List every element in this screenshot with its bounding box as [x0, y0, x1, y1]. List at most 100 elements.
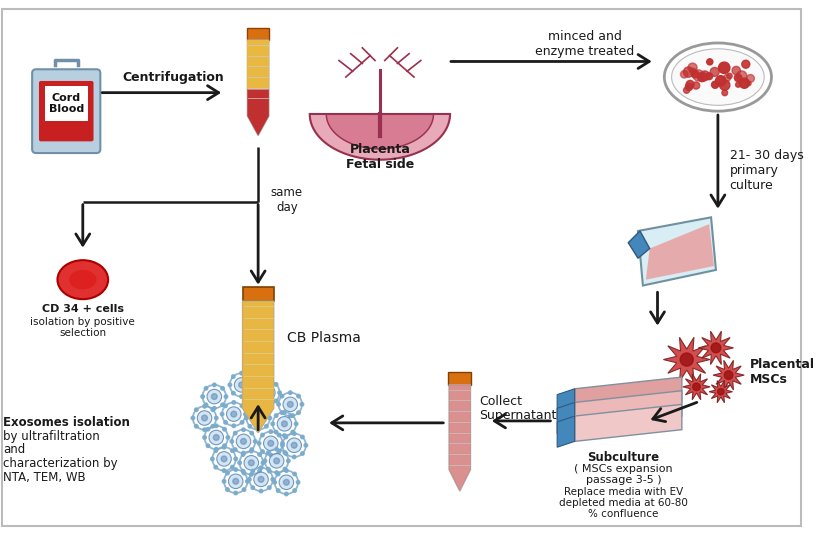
Polygon shape: [448, 372, 471, 385]
Circle shape: [278, 450, 281, 453]
Circle shape: [233, 478, 239, 484]
Circle shape: [241, 439, 246, 444]
Circle shape: [250, 473, 253, 476]
FancyBboxPatch shape: [32, 69, 101, 153]
Circle shape: [222, 444, 227, 447]
Circle shape: [304, 444, 307, 447]
Polygon shape: [247, 89, 269, 135]
Circle shape: [211, 457, 214, 461]
Circle shape: [220, 412, 224, 416]
Circle shape: [255, 415, 261, 421]
Circle shape: [232, 375, 235, 378]
Circle shape: [241, 469, 245, 473]
Polygon shape: [247, 40, 269, 89]
Circle shape: [224, 404, 227, 408]
Circle shape: [690, 68, 696, 75]
Circle shape: [260, 490, 263, 493]
Circle shape: [258, 399, 261, 403]
Circle shape: [291, 430, 294, 434]
Circle shape: [207, 389, 222, 404]
Circle shape: [247, 478, 251, 481]
Ellipse shape: [58, 260, 108, 299]
Polygon shape: [326, 114, 433, 149]
Circle shape: [700, 71, 709, 81]
Polygon shape: [449, 385, 471, 491]
Circle shape: [278, 433, 281, 437]
Circle shape: [248, 460, 255, 466]
Circle shape: [284, 452, 288, 455]
Circle shape: [250, 411, 265, 425]
Circle shape: [241, 453, 245, 456]
Polygon shape: [557, 389, 574, 420]
Circle shape: [711, 343, 721, 353]
Circle shape: [288, 401, 293, 407]
Circle shape: [280, 394, 283, 398]
Text: same
day: same day: [271, 186, 303, 214]
Circle shape: [204, 387, 208, 390]
Circle shape: [206, 444, 210, 447]
Circle shape: [281, 441, 284, 445]
Circle shape: [293, 455, 296, 458]
Circle shape: [282, 421, 288, 427]
Circle shape: [224, 421, 227, 424]
Circle shape: [278, 391, 281, 394]
Circle shape: [255, 391, 258, 394]
Ellipse shape: [664, 43, 771, 111]
Text: Subculture: Subculture: [588, 451, 659, 464]
Circle shape: [228, 474, 243, 488]
Text: ( MSCs expansion: ( MSCs expansion: [574, 464, 672, 474]
Polygon shape: [709, 380, 733, 403]
Circle shape: [202, 415, 208, 421]
Text: % confluence: % confluence: [588, 509, 658, 518]
Circle shape: [710, 67, 719, 77]
Text: CB Plasma: CB Plasma: [288, 331, 361, 345]
Circle shape: [191, 416, 194, 420]
Circle shape: [301, 435, 304, 439]
Circle shape: [718, 388, 724, 395]
Circle shape: [213, 383, 216, 387]
Circle shape: [251, 486, 255, 490]
Circle shape: [697, 72, 707, 82]
Circle shape: [232, 401, 236, 404]
Circle shape: [265, 389, 271, 395]
Text: isolation by positive: isolation by positive: [30, 317, 135, 327]
Circle shape: [214, 449, 218, 453]
Polygon shape: [310, 114, 450, 159]
Circle shape: [260, 450, 265, 453]
Circle shape: [226, 435, 230, 439]
Circle shape: [241, 428, 246, 431]
Circle shape: [283, 479, 289, 485]
Polygon shape: [628, 231, 649, 258]
Circle shape: [297, 394, 300, 398]
Polygon shape: [247, 40, 269, 135]
Circle shape: [194, 424, 198, 428]
Circle shape: [684, 87, 690, 93]
Circle shape: [715, 75, 726, 86]
Circle shape: [256, 428, 260, 431]
FancyBboxPatch shape: [39, 81, 93, 141]
Circle shape: [222, 469, 226, 472]
Circle shape: [234, 457, 237, 461]
Circle shape: [736, 82, 741, 87]
Circle shape: [248, 408, 251, 411]
Text: Collect: Collect: [480, 395, 522, 408]
Polygon shape: [574, 391, 681, 428]
Circle shape: [271, 478, 274, 481]
Circle shape: [222, 446, 226, 449]
Text: CD 34 + cells: CD 34 + cells: [42, 304, 124, 314]
Circle shape: [242, 471, 246, 475]
Circle shape: [234, 491, 237, 495]
Circle shape: [236, 434, 250, 449]
Circle shape: [211, 408, 214, 411]
Circle shape: [301, 452, 304, 455]
Circle shape: [723, 74, 731, 81]
Circle shape: [257, 441, 261, 445]
Circle shape: [277, 403, 280, 406]
Circle shape: [214, 424, 218, 427]
Circle shape: [265, 408, 268, 411]
Circle shape: [693, 70, 704, 81]
Circle shape: [707, 59, 713, 65]
Circle shape: [680, 353, 693, 366]
Circle shape: [267, 451, 270, 454]
Circle shape: [264, 436, 278, 450]
